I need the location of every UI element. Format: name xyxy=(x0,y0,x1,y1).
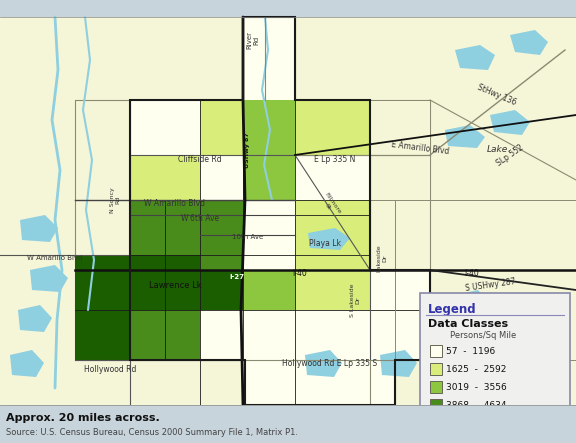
Polygon shape xyxy=(130,310,200,360)
Polygon shape xyxy=(295,200,370,270)
Polygon shape xyxy=(20,215,58,242)
Bar xyxy=(0,17,576,407)
Polygon shape xyxy=(295,100,430,360)
Polygon shape xyxy=(295,100,370,155)
Polygon shape xyxy=(490,110,530,135)
Text: Lakeside
Dr: Lakeside Dr xyxy=(377,244,388,272)
Polygon shape xyxy=(75,255,130,360)
Text: Hollywood Rd E Lp 335 S: Hollywood Rd E Lp 335 S xyxy=(282,358,377,368)
Bar xyxy=(0,405,576,443)
Polygon shape xyxy=(130,17,430,405)
Bar xyxy=(430,345,442,357)
Polygon shape xyxy=(380,350,417,377)
Text: Data Classes: Data Classes xyxy=(428,319,508,329)
Text: Cliffside Rd: Cliffside Rd xyxy=(178,155,222,164)
Polygon shape xyxy=(243,155,295,200)
Text: Lake: Lake xyxy=(486,145,507,155)
Text: I-40: I-40 xyxy=(465,268,479,277)
Text: 57  -  1196: 57 - 1196 xyxy=(446,346,495,355)
Bar xyxy=(0,0,576,17)
Polygon shape xyxy=(308,228,350,250)
Bar xyxy=(430,417,442,429)
Polygon shape xyxy=(10,350,44,377)
Text: I-27: I-27 xyxy=(229,274,244,280)
Polygon shape xyxy=(475,350,510,377)
Polygon shape xyxy=(445,125,485,148)
Text: Approx. 20 miles across.: Approx. 20 miles across. xyxy=(6,413,160,423)
Bar xyxy=(75,17,430,405)
Text: 3019  -  3556: 3019 - 3556 xyxy=(446,382,507,392)
Text: N Soncy
Rd: N Soncy Rd xyxy=(109,187,120,213)
Polygon shape xyxy=(200,270,243,310)
Polygon shape xyxy=(130,255,200,360)
Bar xyxy=(430,399,442,411)
Polygon shape xyxy=(75,100,430,405)
Text: USHwy 87: USHwy 87 xyxy=(244,132,249,168)
Text: W 6th Ave: W 6th Ave xyxy=(181,214,219,222)
Polygon shape xyxy=(455,45,495,70)
Polygon shape xyxy=(130,255,165,310)
Polygon shape xyxy=(130,17,430,405)
Polygon shape xyxy=(243,17,295,100)
Text: Persons/Sq Mile: Persons/Sq Mile xyxy=(450,331,516,340)
Text: Hollywood Rd: Hollywood Rd xyxy=(84,365,136,374)
Text: River
Rd: River Rd xyxy=(247,31,260,49)
Text: StHwy 136: StHwy 136 xyxy=(476,83,518,107)
Polygon shape xyxy=(130,200,200,255)
Text: W Amarillo Blvd: W Amarillo Blvd xyxy=(27,255,83,261)
Bar xyxy=(0,405,576,443)
Polygon shape xyxy=(30,265,68,292)
Polygon shape xyxy=(243,100,295,200)
Polygon shape xyxy=(455,290,490,318)
Text: I-40: I-40 xyxy=(293,268,308,277)
Text: E Amarillo Blvd: E Amarillo Blvd xyxy=(391,140,449,156)
Polygon shape xyxy=(130,155,200,200)
Bar xyxy=(430,381,442,393)
Polygon shape xyxy=(245,290,370,360)
Polygon shape xyxy=(243,270,295,310)
Polygon shape xyxy=(305,350,342,377)
Text: E Lp 335 N: E Lp 335 N xyxy=(314,155,356,164)
Text: 10th Ave: 10th Ave xyxy=(232,234,264,240)
Polygon shape xyxy=(295,270,370,310)
Polygon shape xyxy=(75,310,130,360)
Text: Legend: Legend xyxy=(428,303,476,316)
Text: S Lakeside
Dr: S Lakeside Dr xyxy=(350,283,361,317)
Polygon shape xyxy=(200,200,243,270)
Text: Lawrence Lk: Lawrence Lk xyxy=(149,280,202,289)
Bar xyxy=(430,363,442,375)
Bar xyxy=(420,293,570,431)
Text: Fillmore
St: Fillmore St xyxy=(319,192,342,218)
Bar xyxy=(0,17,576,405)
Bar xyxy=(0,17,75,405)
Polygon shape xyxy=(18,305,52,332)
Text: 1625  -  2592: 1625 - 2592 xyxy=(446,365,506,373)
Bar xyxy=(430,17,576,405)
Text: 3868  -  4634: 3868 - 4634 xyxy=(446,400,506,409)
Polygon shape xyxy=(510,325,545,352)
Polygon shape xyxy=(200,100,243,155)
Polygon shape xyxy=(75,255,130,310)
Bar xyxy=(0,17,75,405)
Polygon shape xyxy=(75,310,130,360)
Text: SLp 552: SLp 552 xyxy=(495,143,525,167)
Text: S USHwy 287: S USHwy 287 xyxy=(464,277,516,293)
Text: Playa Lk: Playa Lk xyxy=(309,238,341,248)
Polygon shape xyxy=(510,30,548,55)
Text: W Amarillo Blvd: W Amarillo Blvd xyxy=(145,198,206,207)
Bar xyxy=(430,17,576,405)
Text: Source: U.S. Census Bureau, Census 2000 Summary File 1, Matrix P1.: Source: U.S. Census Bureau, Census 2000 … xyxy=(6,428,298,437)
Text: 4770  -  6245: 4770 - 6245 xyxy=(446,419,506,427)
